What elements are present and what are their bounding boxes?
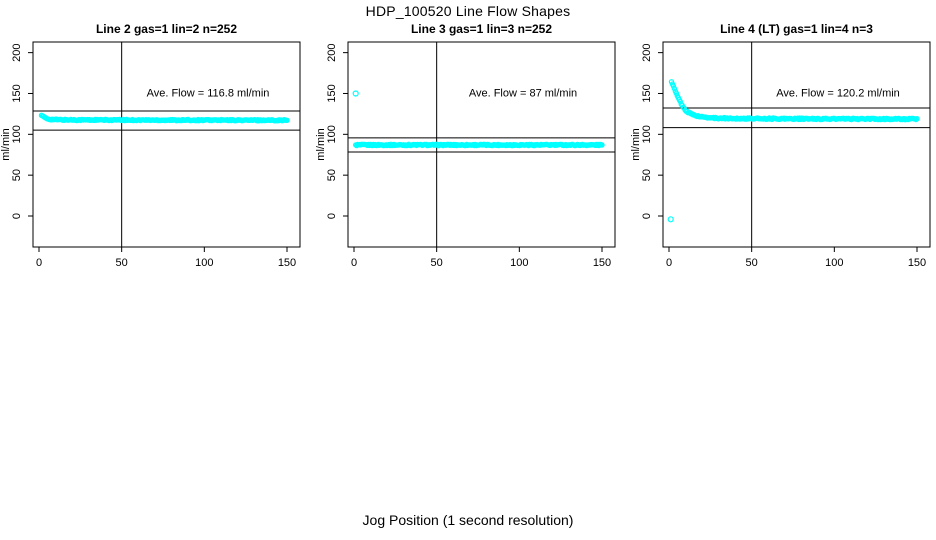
ave-flow-annotation: Ave. Flow = 116.8 ml/min xyxy=(147,88,270,100)
panel-line3-flow: 0 50 100 150 200 ml/min 0 50 100 150 Line 3 gas=1 … xyxy=(315,18,627,298)
y-tick-label: 0 xyxy=(641,213,653,219)
y-axis-title: ml/min xyxy=(315,128,327,160)
main-title: HDP_100520 Line Flow Shapes xyxy=(365,3,571,19)
y-tick-label: 200 xyxy=(641,43,653,61)
panel-title: Line 3 gas=1 lin=3 n=252 xyxy=(411,22,552,36)
x-axis-label: Jog Position (1 second resolution) xyxy=(362,512,574,528)
panel-line2-flow: 0 50 100 150 200 ml/min 0 50 100 150 Line 2 gas=1 … xyxy=(0,18,312,298)
panel-title: Line 4 (LT) gas=1 lin=4 n=3 xyxy=(720,22,873,36)
ave-flow-annotation: Ave. Flow = 87 ml/min xyxy=(469,88,577,100)
line3-plot-svg: 0 50 100 150 200 ml/min 0 50 100 150 Line 3 gas=1 … xyxy=(315,22,616,269)
line4-plot-svg: 0 50 100 150 200 ml/min 0 50 100 150 Line 4 (LT) g… xyxy=(630,22,931,269)
y-tick-label: 50 xyxy=(11,169,23,181)
x-tick-label: 50 xyxy=(746,257,758,269)
outlier-point xyxy=(667,216,674,223)
y-tick-label: 100 xyxy=(326,125,338,143)
y-axis: 0 50 100 150 200 ml/min xyxy=(315,43,348,219)
y-tick-label: 150 xyxy=(11,84,23,102)
x-tick-label: 50 xyxy=(116,257,128,269)
x-tick-label: 0 xyxy=(351,257,357,269)
plot-box xyxy=(347,41,616,248)
panel-line4-flow: 0 50 100 150 200 ml/min 0 50 100 150 Line 4 (LT) g… xyxy=(630,18,936,298)
y-axis-title: ml/min xyxy=(630,128,642,160)
y-axis-title: ml/min xyxy=(0,128,12,160)
data-series xyxy=(38,112,290,124)
y-tick-label: 100 xyxy=(11,125,23,143)
x-axis: 0 50 100 150 xyxy=(36,247,296,269)
data-series xyxy=(667,79,920,223)
y-tick-label: 0 xyxy=(11,213,23,219)
y-tick-label: 50 xyxy=(641,169,653,181)
y-tick-label: 200 xyxy=(11,43,23,61)
plot-box xyxy=(32,41,301,248)
line2-plot-svg: 0 50 100 150 200 ml/min 0 50 100 150 Line 2 gas=1 … xyxy=(0,22,301,269)
x-tick-label: 100 xyxy=(510,257,528,269)
plot-box xyxy=(662,41,931,248)
y-tick-label: 0 xyxy=(326,213,338,219)
y-tick-label: 100 xyxy=(641,125,653,143)
x-tick-label: 100 xyxy=(195,257,213,269)
ave-flow-annotation: Ave. Flow = 120.2 ml/min xyxy=(776,88,900,100)
y-tick-label: 150 xyxy=(641,84,653,102)
y-tick-label: 150 xyxy=(326,84,338,102)
x-tick-label: 150 xyxy=(278,257,296,269)
x-tick-label: 0 xyxy=(666,257,672,269)
panel-title: Line 2 gas=1 lin=2 n=252 xyxy=(96,22,237,36)
x-tick-label: 0 xyxy=(36,257,42,269)
x-tick-label: 50 xyxy=(431,257,443,269)
x-axis: 0 50 100 150 xyxy=(666,247,926,269)
x-tick-label: 100 xyxy=(825,257,843,269)
y-tick-label: 50 xyxy=(326,169,338,181)
x-axis: 0 50 100 150 xyxy=(351,247,611,269)
y-tick-label: 200 xyxy=(326,43,338,61)
y-axis: 0 50 100 150 200 ml/min xyxy=(630,43,663,219)
outlier-point xyxy=(352,90,359,97)
x-tick-label: 150 xyxy=(908,257,926,269)
x-tick-label: 150 xyxy=(593,257,611,269)
y-axis: 0 50 100 150 200 ml/min xyxy=(0,43,33,219)
data-series xyxy=(352,90,605,149)
